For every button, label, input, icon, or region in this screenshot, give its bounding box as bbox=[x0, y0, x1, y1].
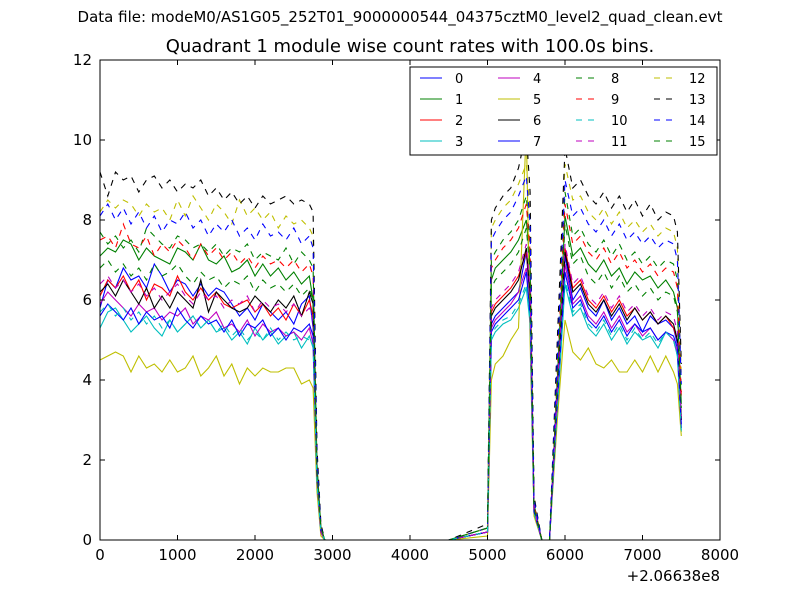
legend-label-10: 10 bbox=[611, 114, 628, 129]
x-tick-label: 7000 bbox=[623, 546, 661, 564]
legend-label-7: 7 bbox=[533, 135, 541, 150]
figure-suptitle: Data file: modeM0/AS1G05_252T01_90000005… bbox=[77, 8, 723, 26]
legend-label-4: 4 bbox=[533, 72, 541, 87]
legend-label-11: 11 bbox=[611, 135, 628, 150]
y-tick-label: 6 bbox=[82, 291, 92, 309]
x-tick-label: 8000 bbox=[701, 546, 739, 564]
series-layer bbox=[100, 127, 682, 540]
x-tick-label: 2000 bbox=[236, 546, 274, 564]
y-tick-label: 10 bbox=[73, 131, 92, 149]
series-line-2 bbox=[100, 247, 682, 540]
series-line-6 bbox=[100, 247, 682, 540]
series-line-10 bbox=[100, 279, 682, 540]
chart-title: Quadrant 1 module wise count rates with … bbox=[165, 36, 655, 57]
legend-label-8: 8 bbox=[611, 72, 619, 87]
legend-label-15: 15 bbox=[689, 135, 706, 150]
x-tick-label: 4000 bbox=[391, 546, 429, 564]
x-tick-label: 1000 bbox=[158, 546, 196, 564]
series-line-15 bbox=[100, 223, 682, 540]
y-tick-label: 2 bbox=[82, 451, 92, 469]
series-line-14 bbox=[100, 175, 682, 540]
legend-label-2: 2 bbox=[455, 114, 463, 129]
legend-label-1: 1 bbox=[455, 93, 463, 108]
x-tick-label: 0 bbox=[95, 546, 105, 564]
series-line-1 bbox=[100, 215, 682, 540]
y-tick-label: 0 bbox=[82, 531, 92, 549]
y-tick-label: 8 bbox=[82, 211, 92, 229]
series-line-11 bbox=[100, 243, 682, 540]
y-tick-label: 4 bbox=[82, 371, 92, 389]
x-axis-offset-label: +2.06638e8 bbox=[627, 567, 720, 585]
legend-label-9: 9 bbox=[611, 93, 619, 108]
legend-label-14: 14 bbox=[689, 114, 706, 129]
series-line-9 bbox=[100, 203, 682, 540]
legend-label-12: 12 bbox=[689, 72, 706, 87]
y-tick-label: 12 bbox=[73, 51, 92, 69]
legend-label-5: 5 bbox=[533, 93, 541, 108]
series-line-13 bbox=[100, 131, 682, 540]
legend-label-3: 3 bbox=[455, 135, 463, 150]
series-line-0 bbox=[100, 251, 682, 540]
series-line-4 bbox=[100, 263, 682, 540]
x-tick-label: 3000 bbox=[313, 546, 351, 564]
x-tick-label: 6000 bbox=[546, 546, 584, 564]
series-line-12 bbox=[100, 163, 682, 540]
legend-label-13: 13 bbox=[689, 93, 706, 108]
legend-label-6: 6 bbox=[533, 114, 541, 129]
series-line-7 bbox=[100, 271, 682, 540]
x-tick-label: 5000 bbox=[468, 546, 506, 564]
axis-layer: 0 1000 2000 3000 4000 5000 6000 7000 80000246810… bbox=[73, 51, 739, 585]
legend-label-0: 0 bbox=[455, 72, 463, 87]
series-line-5 bbox=[100, 127, 682, 540]
legend-box bbox=[409, 66, 718, 156]
